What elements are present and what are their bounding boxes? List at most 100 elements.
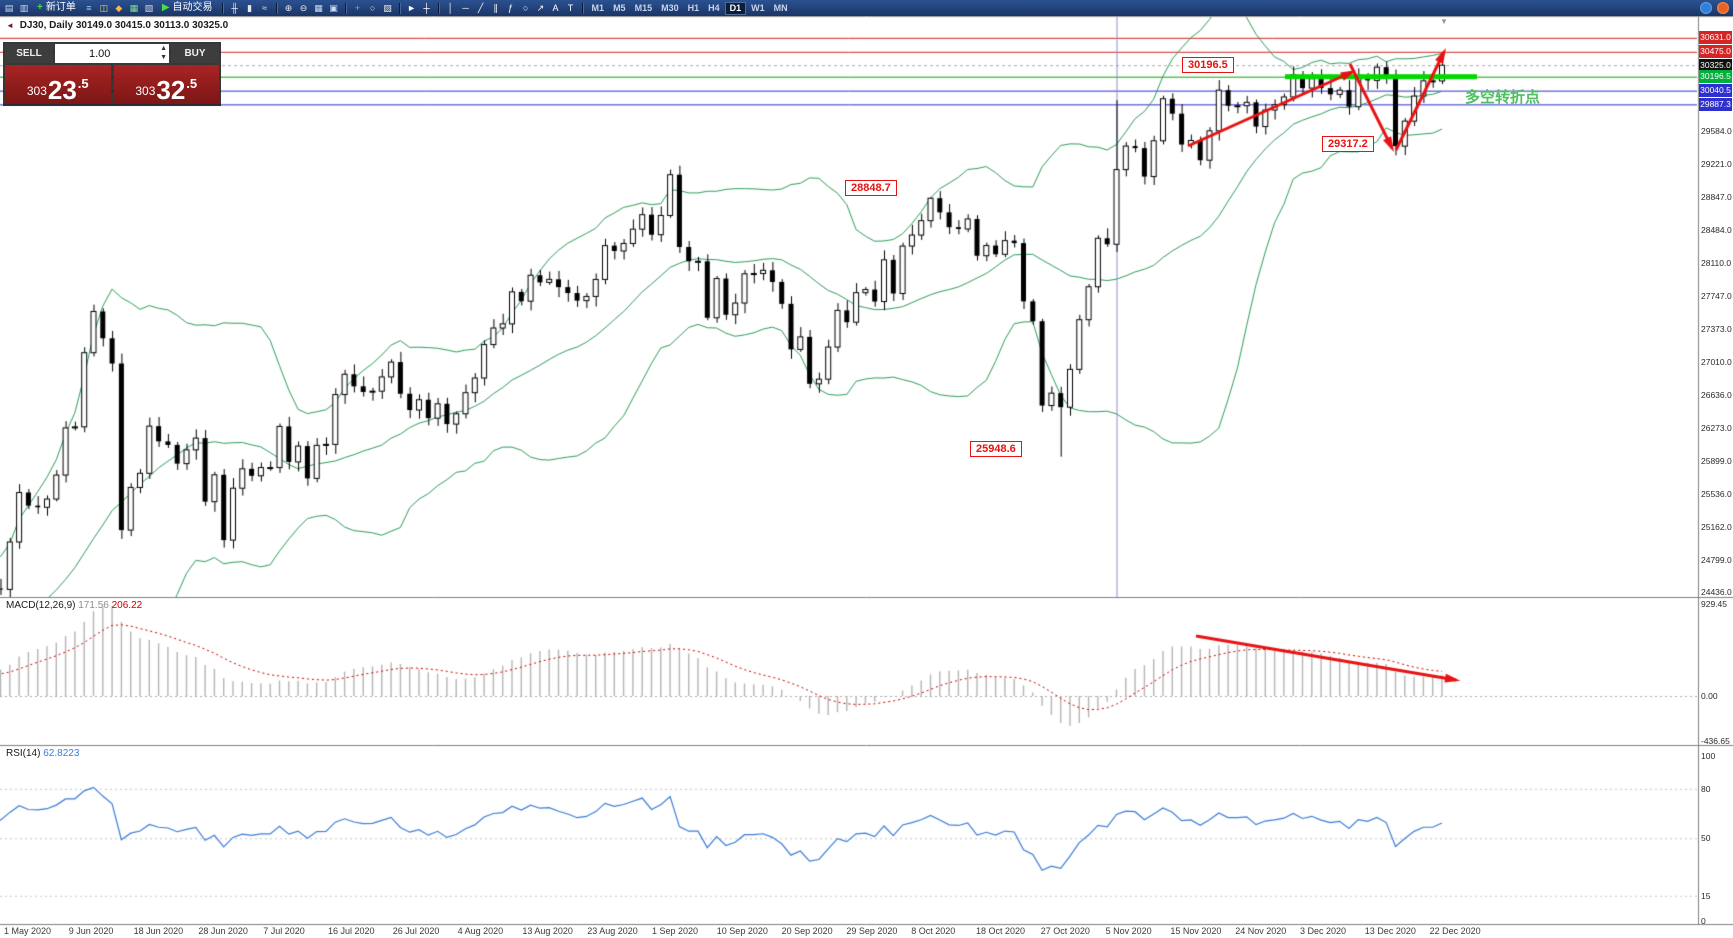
timeframe-m5[interactable]: M5	[613, 2, 626, 13]
macd-signal-value: 206.22	[111, 600, 143, 611]
crosshair-icon[interactable]: ┼	[423, 2, 430, 13]
scale-label: 25536.0	[1701, 488, 1732, 499]
turning-point-note[interactable]: 多空转折点	[1465, 89, 1541, 106]
price-annotation-29317.2[interactable]: 29317.2	[1322, 136, 1374, 152]
symbol-ohlc-values: 30149.0 30415.0 30113.0 30325.0	[75, 20, 229, 31]
rsi-pane-label: RSI(14) 62.8223	[6, 748, 79, 759]
volume-up-icon[interactable]: ▲	[160, 45, 167, 52]
new-order-button-label: 新订单	[45, 2, 76, 13]
timeframe-m15[interactable]: M15	[634, 2, 653, 13]
text-icon[interactable]: A	[552, 2, 559, 13]
scale-label: 27373.0	[1701, 324, 1732, 335]
line-chart-icon[interactable]: ≈	[262, 2, 268, 13]
new-order-button[interactable]: + 新订单	[32, 1, 81, 15]
price-annotation-25948.6[interactable]: 25948.6	[970, 441, 1022, 457]
data-window-icon[interactable]: ◫	[99, 2, 109, 13]
timeframe-h1[interactable]: H1	[687, 2, 700, 13]
tile-windows-icon[interactable]: ▦	[314, 2, 323, 13]
scale-label: 24436.0	[1701, 586, 1732, 597]
date-label: 13 Aug 2020	[522, 926, 573, 936]
zoom-in-icon[interactable]: ⊕	[284, 2, 293, 13]
price-tag-30475.0[interactable]: 30475.0	[1699, 45, 1732, 59]
volume-down-icon[interactable]: ▼	[160, 54, 167, 61]
profiles-icon[interactable]: ▥	[19, 2, 29, 13]
shapes-icon[interactable]: ○	[522, 2, 529, 13]
toolbar-items: ▤ ▥ + 新订单 ≡ ◫ ◆ ▦ ▧ ▶ 自动交易 ╫ ▮ ≈ ⊕ ⊖ ▦ ▣ + ○ ▨ ► ┼ │ ─ ╱ ∥ ƒ ○ ↗ A T M1 M…	[2, 1, 792, 15]
scale-label: 29221.0	[1701, 158, 1732, 169]
strategy-tester-icon[interactable]: ▧	[144, 2, 154, 13]
time-scale[interactable]: 1 May 2020 9 Jun 2020 18 Jun 2020 28 Jun 20…	[0, 925, 1697, 938]
symbol-marker-icon: ◄	[6, 21, 14, 30]
volume-input[interactable]: 1.00 ▲ ▼	[55, 44, 169, 63]
timeframe-w1[interactable]: W1	[751, 2, 765, 13]
sell-price-button[interactable]: 303 23.5	[5, 65, 111, 104]
arrows-icon[interactable]: ↗	[536, 2, 545, 13]
date-label: 28 Jun 2020	[198, 926, 248, 936]
timeframe-m30[interactable]: M30	[661, 2, 679, 13]
market-watch-icon[interactable]: ≡	[86, 2, 92, 13]
arrange-windows-icon[interactable]: ▣	[329, 2, 338, 13]
autotrading-button[interactable]: ▶ 自动交易	[157, 1, 218, 15]
date-label: 23 Aug 2020	[587, 926, 638, 936]
one-click-trading-panel: SELL 1.00 ▲ ▼ BUY 303 23.5 303 32.5	[3, 42, 221, 106]
price-scale[interactable]: 29584.0 29221.0 28847.0 28484.0 28110.0 27747…	[1699, 16, 1733, 926]
date-label: 18 Oct 2020	[976, 926, 1026, 936]
price-annotation-30196.5[interactable]: 30196.5	[1182, 57, 1234, 73]
bar-chart-icon[interactable]: ╫	[231, 2, 238, 13]
horizontal-line-icon[interactable]: ─	[462, 2, 469, 13]
scale-label: 28484.0	[1701, 224, 1732, 235]
scale-label: 24799.0	[1701, 554, 1732, 565]
trendline-icon[interactable]: ╱	[477, 2, 484, 13]
timeframe-d1[interactable]: D1	[724, 1, 747, 15]
sell-price-big: 23	[47, 74, 77, 105]
toolbar-right-icons	[1700, 2, 1729, 14]
scale-label: 28110.0	[1701, 258, 1732, 269]
date-label: 8 Oct 2020	[911, 926, 956, 936]
price-tag-30631.0[interactable]: 30631.0	[1699, 31, 1732, 45]
fibonacci-icon[interactable]: ƒ	[508, 2, 514, 13]
date-label: 27 Oct 2020	[1040, 926, 1090, 936]
date-label: 3 Dec 2020	[1300, 926, 1347, 936]
buy-button[interactable]: BUY	[171, 44, 219, 63]
main-toolbar: ▤ ▥ + 新订单 ≡ ◫ ◆ ▦ ▧ ▶ 自动交易 ╫ ▮ ≈ ⊕ ⊖ ▦ ▣ + ○ ▨ ► ┼ │ ─ ╱ ∥ ƒ ○ ↗ A T M1 M…	[0, 0, 1733, 16]
chart-window-icon[interactable]: ▤	[4, 2, 14, 13]
navigator-icon[interactable]: ◆	[115, 2, 123, 13]
channel-icon[interactable]: ∥	[493, 2, 498, 13]
templates-icon[interactable]: ▨	[383, 2, 392, 13]
date-label: 5 Nov 2020	[1105, 926, 1152, 936]
price-tag-29887.3[interactable]: 29887.3	[1699, 97, 1732, 111]
date-label: 10 Sep 2020	[716, 926, 768, 936]
timeframe-m1[interactable]: M1	[591, 2, 605, 13]
buy-price-button[interactable]: 303 32.5	[113, 65, 219, 104]
scale-label: 0	[1701, 915, 1706, 926]
alerts-icon[interactable]	[1717, 2, 1729, 14]
buy-price-pip: .5	[186, 76, 198, 91]
community-icon[interactable]	[1700, 2, 1712, 14]
price-tag-30325.0[interactable]: 30325.0	[1699, 58, 1732, 72]
terminal-icon[interactable]: ▦	[129, 2, 139, 13]
date-label: 24 Nov 2020	[1235, 926, 1287, 936]
zoom-out-icon[interactable]: ⊖	[299, 2, 308, 13]
timeframe-mn[interactable]: MN	[773, 2, 788, 13]
volume-value: 1.00	[89, 47, 111, 60]
cursor-icon[interactable]: ►	[407, 2, 416, 13]
price-tag-30040.5[interactable]: 30040.5	[1699, 84, 1732, 98]
chart-shift-marker-icon[interactable]: ▼	[1440, 17, 1448, 26]
price-tag-30196.5[interactable]: 30196.5	[1699, 70, 1732, 84]
sell-button[interactable]: SELL	[5, 44, 53, 63]
scale-label: 100	[1701, 751, 1716, 761]
candlestick-icon[interactable]: ▮	[247, 2, 253, 13]
buy-price-prefix: 303	[135, 84, 156, 98]
price-annotation-28848.7[interactable]: 28848.7	[845, 180, 897, 196]
date-label: 26 Jul 2020	[392, 926, 440, 936]
scale-label: 28847.0	[1701, 192, 1732, 203]
indicators-icon[interactable]: +	[354, 2, 361, 13]
macd-main-value: 171.56	[78, 600, 109, 611]
periods-icon[interactable]: ○	[369, 2, 376, 13]
date-label: 13 Dec 2020	[1364, 926, 1416, 936]
symbol-name: DJ30, Daily	[19, 20, 74, 31]
vertical-line-icon[interactable]: │	[447, 2, 454, 13]
text-label-icon[interactable]: T	[567, 2, 574, 13]
timeframe-h4[interactable]: H4	[708, 2, 720, 13]
